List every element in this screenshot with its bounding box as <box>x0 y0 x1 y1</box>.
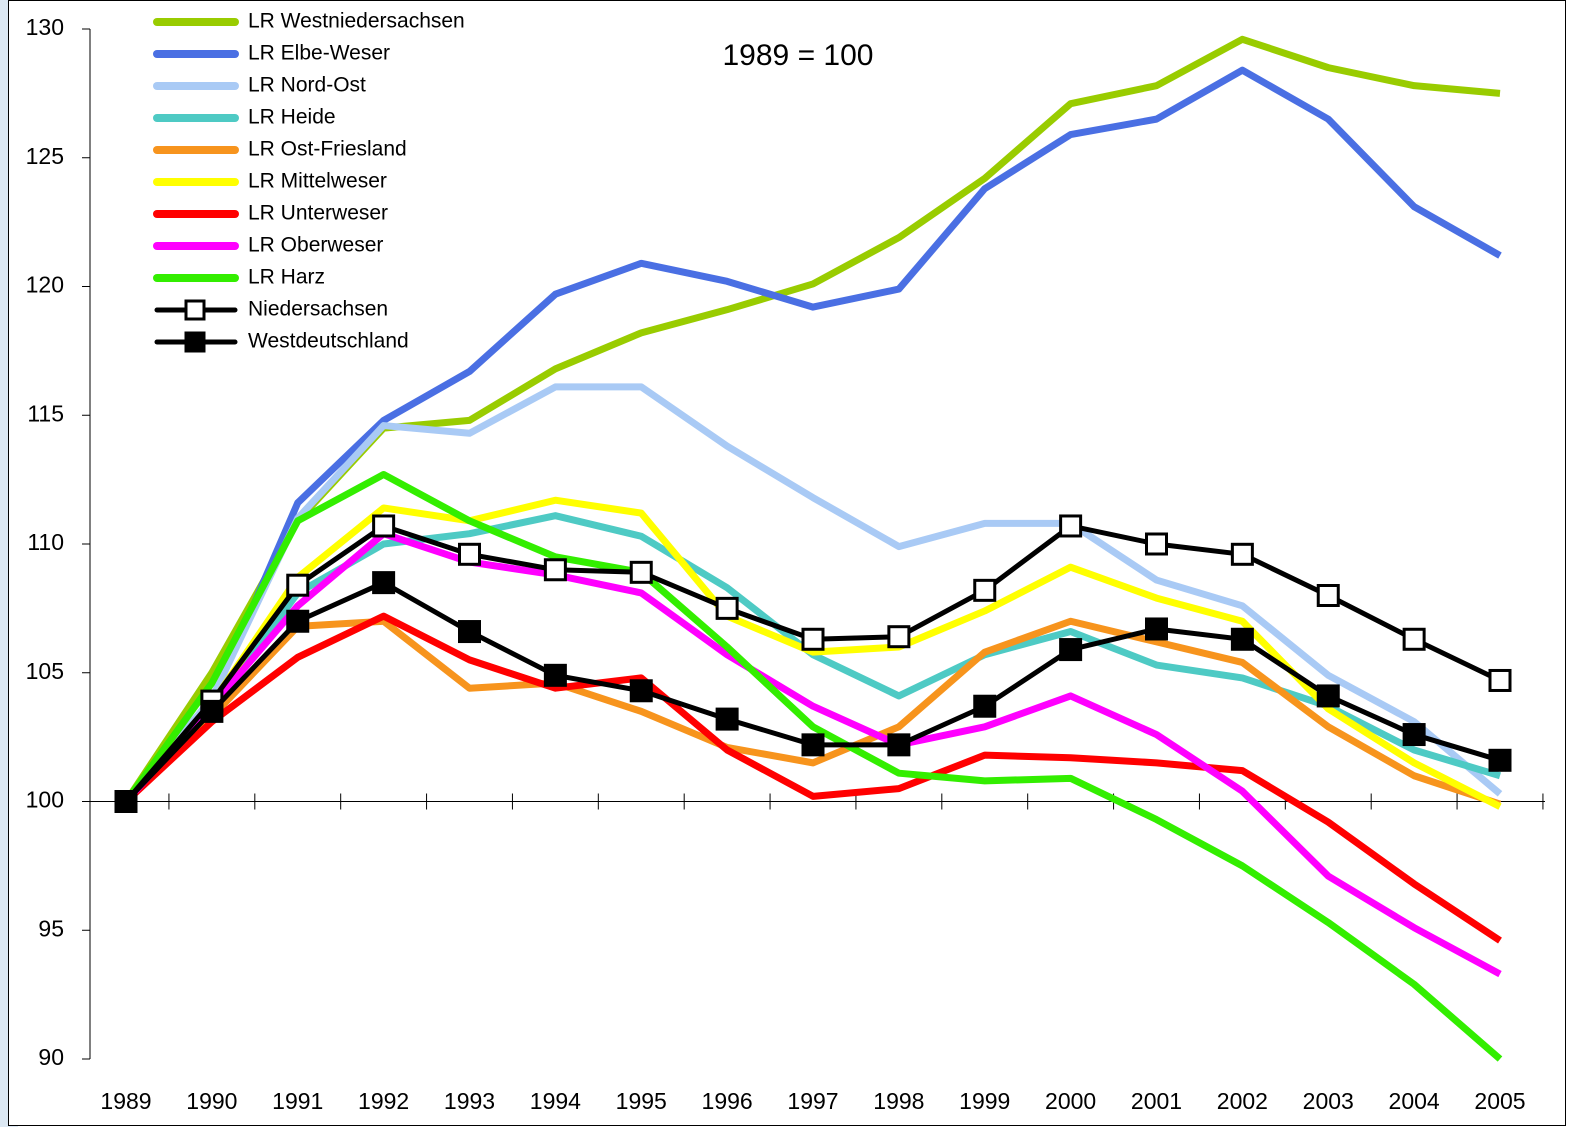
series-line <box>123 530 1502 978</box>
legend-label: LR Harz <box>248 266 325 289</box>
marker <box>1402 627 1426 651</box>
marker <box>114 790 138 813</box>
marker <box>801 733 825 757</box>
legend-label: LR Mittelweser <box>248 170 387 193</box>
x-tick-label: 1990 <box>186 1088 237 1114</box>
x-tick-label: 2002 <box>1217 1088 1268 1114</box>
y-tick-label: 120 <box>26 272 64 298</box>
x-tick-label: 1994 <box>530 1088 581 1114</box>
legend-label: LR Westniedersachsen <box>248 10 465 33</box>
x-tick-label: 2000 <box>1045 1088 1096 1114</box>
y-tick-label: 95 <box>38 915 64 941</box>
marker <box>1488 668 1512 692</box>
legend-label: LR Elbe-Weser <box>248 42 390 65</box>
annotation: 1989 = 100 <box>723 39 874 72</box>
marker <box>200 699 224 723</box>
x-tick-label: 2005 <box>1474 1088 1525 1114</box>
marker <box>801 627 825 651</box>
marker <box>887 733 911 757</box>
marker <box>887 625 911 649</box>
marker <box>1316 684 1340 708</box>
marker <box>629 679 653 703</box>
x-tick-label: 1989 <box>100 1088 151 1114</box>
marker <box>1402 723 1426 747</box>
x-tick-label: 1996 <box>702 1088 753 1114</box>
marker <box>1145 532 1168 556</box>
legend-marker <box>184 299 206 321</box>
y-tick-label: 125 <box>26 143 64 169</box>
x-tick-label: 2001 <box>1131 1088 1182 1114</box>
x-tick-label: 2003 <box>1303 1088 1354 1114</box>
marker <box>286 609 310 633</box>
y-tick-label: 115 <box>27 400 64 426</box>
series-line <box>123 66 1502 804</box>
y-tick-label: 100 <box>26 787 64 813</box>
marker <box>543 558 567 582</box>
legend-label: LR Oberweser <box>248 234 383 257</box>
x-tick-label: 1991 <box>272 1088 323 1114</box>
legend-label: LR Ost-Friesland <box>248 138 407 161</box>
frame <box>8 0 1566 1126</box>
x-tick-label: 1997 <box>787 1088 838 1114</box>
marker <box>715 596 739 620</box>
marker <box>1059 638 1083 662</box>
series-line <box>123 496 1502 810</box>
x-tick-label: 1992 <box>358 1088 409 1114</box>
marker <box>1230 542 1254 566</box>
legend-label: LR Unterweser <box>248 202 388 225</box>
marker <box>458 542 481 566</box>
x-tick-label: 1993 <box>444 1088 495 1114</box>
marker <box>458 620 481 644</box>
series-line <box>123 612 1502 944</box>
legend-label: LR Nord-Ost <box>248 74 366 97</box>
marker <box>1488 748 1512 772</box>
marker <box>629 560 653 584</box>
marker <box>286 573 310 597</box>
series-line <box>123 617 1502 808</box>
marker <box>1316 584 1340 607</box>
marker <box>1230 627 1254 651</box>
legend-label: LR Heide <box>248 106 336 129</box>
x-tick-label: 1999 <box>959 1088 1010 1114</box>
x-tick-label: 2004 <box>1389 1088 1440 1114</box>
marker <box>973 694 997 718</box>
marker <box>372 571 396 595</box>
legend-label: Westdeutschland <box>248 330 409 353</box>
marker <box>543 663 567 687</box>
y-tick-label: 90 <box>38 1044 64 1070</box>
legend-marker <box>184 331 206 353</box>
legend-label: Niedersachsen <box>248 298 388 321</box>
marker <box>372 514 396 538</box>
marker <box>973 578 997 602</box>
series-line <box>123 383 1503 804</box>
y-tick-label: 110 <box>27 529 64 555</box>
marker <box>1145 617 1168 641</box>
y-tick-label: 130 <box>26 14 64 40</box>
marker <box>1059 514 1083 538</box>
marker <box>715 707 739 731</box>
x-tick-label: 1995 <box>616 1088 667 1114</box>
x-tick-label: 1998 <box>873 1088 924 1114</box>
y-tick-label: 105 <box>26 658 64 684</box>
series-line <box>123 470 1503 1062</box>
